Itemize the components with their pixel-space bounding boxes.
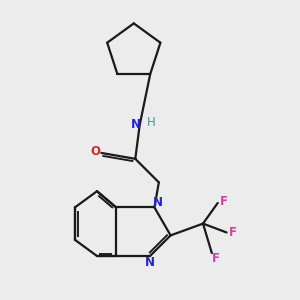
Text: O: O — [90, 145, 100, 158]
Text: N: N — [144, 256, 154, 269]
Text: N: N — [153, 196, 163, 208]
Text: F: F — [212, 252, 220, 266]
Text: H: H — [146, 116, 155, 129]
Text: N: N — [131, 118, 141, 131]
Text: F: F — [220, 195, 228, 208]
Text: F: F — [229, 226, 237, 239]
